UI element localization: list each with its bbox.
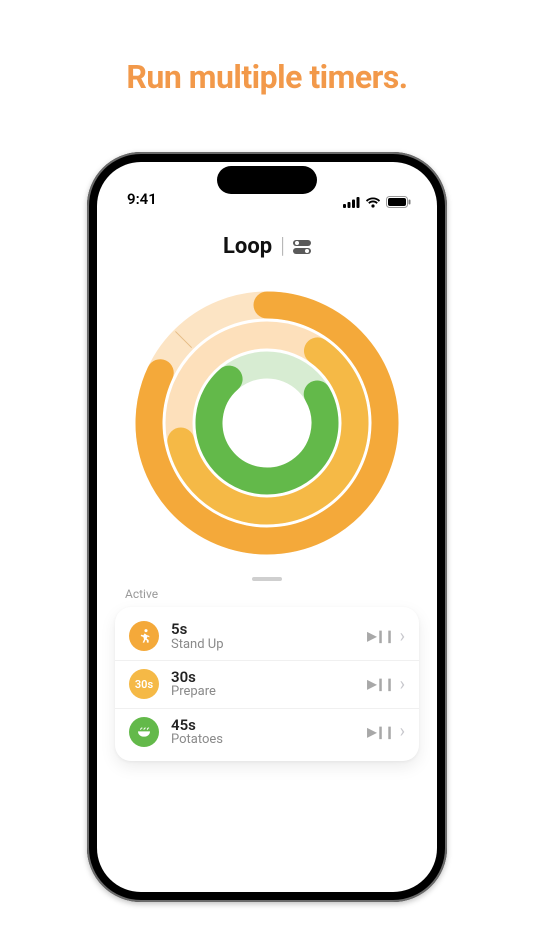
timer-label: Potatoes <box>171 733 355 747</box>
timer-label: Stand Up <box>171 638 355 652</box>
play-pause-icon[interactable]: ▶❙❙ <box>367 629 393 643</box>
active-timer-row[interactable]: 5sStand Up ▶❙❙ › <box>115 613 419 660</box>
cellular-icon <box>343 197 360 208</box>
toggles-icon[interactable] <box>293 239 311 255</box>
bowl-icon <box>129 717 159 747</box>
badge-30s-icon: 30s <box>129 669 159 699</box>
app-title: Loop <box>223 234 272 259</box>
row-actions: ▶❙❙ › <box>367 674 405 695</box>
drag-handle-wrap <box>97 577 437 581</box>
play-pause-icon[interactable]: ▶❙❙ <box>367 677 393 691</box>
chevron-right-icon[interactable]: › <box>400 721 405 742</box>
active-timer-row[interactable]: 30s30sPrepare▶❙❙› <box>115 660 419 708</box>
battery-icon <box>386 196 411 208</box>
active-section-label: Active <box>97 587 437 607</box>
timer-duration: 5s <box>171 621 355 638</box>
row-actions: ▶❙❙ › <box>367 721 405 742</box>
row-text: 30sPrepare <box>171 669 355 700</box>
status-time: 9:41 <box>127 190 157 208</box>
marketing-headline: Run multiple timers. <box>126 58 407 96</box>
runner-icon <box>129 621 159 651</box>
row-actions: ▶❙❙ › <box>367 626 405 647</box>
play-pause-icon[interactable]: ▶❙❙ <box>367 725 393 739</box>
row-text: 5sStand Up <box>171 621 355 652</box>
timer-duration: 45s <box>171 717 355 734</box>
phone-screen: 9:41 <box>97 162 437 892</box>
status-indicators <box>343 196 411 208</box>
active-timers-card: 5sStand Up▶❙❙›30s30sPrepare▶❙❙›45sPotato… <box>115 607 419 761</box>
wifi-icon <box>365 197 381 208</box>
drag-handle[interactable] <box>252 577 282 581</box>
timer-duration: 30s <box>171 669 355 686</box>
dynamic-island <box>217 166 317 194</box>
chevron-right-icon[interactable]: › <box>400 626 405 647</box>
app-header: Loop | <box>97 234 437 259</box>
timer-label: Prepare <box>171 685 355 699</box>
chevron-right-icon[interactable]: › <box>400 674 405 695</box>
timer-rings[interactable] <box>97 283 437 563</box>
active-timer-row[interactable]: 45sPotatoes ▶❙❙ › <box>115 708 419 756</box>
header-divider: | <box>280 234 285 259</box>
row-text: 45sPotatoes <box>171 717 355 748</box>
phone-frame: 9:41 <box>87 152 447 902</box>
